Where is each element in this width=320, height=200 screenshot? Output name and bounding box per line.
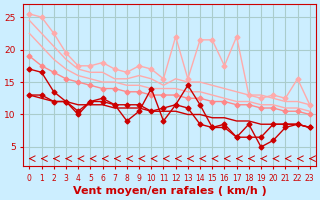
- X-axis label: Vent moyen/en rafales ( km/h ): Vent moyen/en rafales ( km/h ): [73, 186, 267, 196]
